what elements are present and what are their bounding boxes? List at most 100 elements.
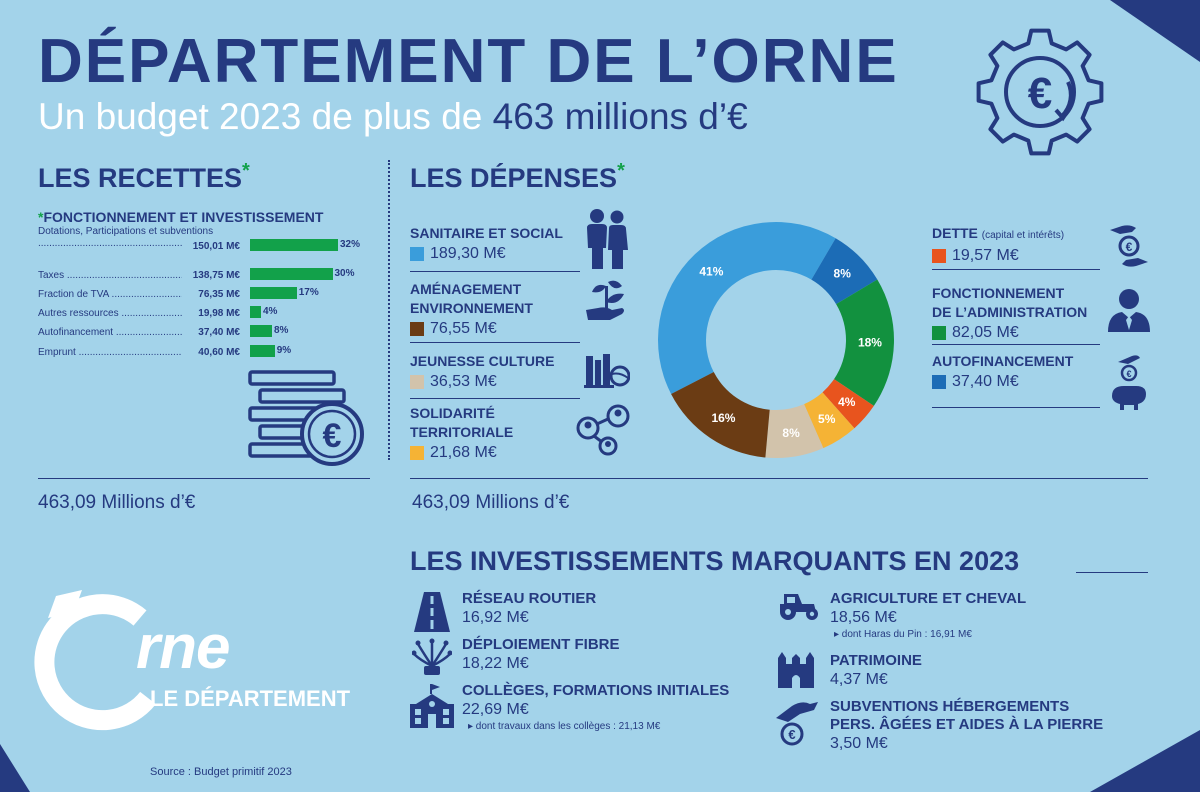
legend-divider — [410, 271, 580, 272]
administrator-icon — [1108, 289, 1150, 332]
depenses-label-line2: ENVIRONNEMENT — [410, 300, 533, 316]
hand-coin-icon: € — [776, 702, 818, 746]
investissement-item: AGRICULTURE ET CHEVAL 18,56 M€ ▸ dont Hara… — [830, 590, 1026, 640]
investissement-amount: 18,56 M€ — [830, 609, 897, 626]
recettes-percent: 9% — [276, 345, 292, 356]
castle-icon — [778, 652, 814, 688]
svg-text:€: € — [788, 727, 795, 742]
investissement-amount: 22,69 M€ — [462, 701, 529, 718]
donut-slice-label: 8% — [834, 266, 852, 280]
depenses-amount: 189,30 M€ — [430, 245, 506, 262]
recettes-category: Dotations, Participations et subventions — [38, 226, 236, 252]
depenses-legend-item: FONCTIONNEMENT DE L’ADMINISTRATION 82,05 M… — [932, 284, 1112, 342]
depenses-donut-chart: 41% 8% 18% 4%5% 8% 16% — [658, 221, 894, 458]
recettes-row: Dotations, Participations et subventions… — [38, 226, 378, 254]
depenses-legend-item: SANITAIRE ET SOCIAL 189,30 M€ — [410, 224, 582, 263]
svg-text:€: € — [1126, 240, 1133, 254]
recettes-amount: 40,60 M€ — [182, 347, 240, 358]
depenses-separator — [410, 478, 1148, 479]
depenses-label-line2: TERRITORIALE — [410, 424, 514, 440]
svg-text:€: € — [1028, 69, 1052, 118]
investissement-note: ▸ dont travaux dans les collèges : 21,13… — [468, 721, 661, 732]
recettes-row: Fraction de TVA76,35 M€ 17% — [38, 284, 378, 302]
section-divider — [388, 160, 390, 460]
recettes-bar — [250, 239, 338, 251]
legend-divider — [932, 344, 1100, 345]
depenses-amount-row: 82,05 M€ — [932, 324, 1112, 342]
coins-euro-icon: € — [248, 370, 364, 466]
svg-text:€: € — [1126, 369, 1131, 379]
donut-slice — [811, 238, 878, 305]
depenses-label: SANITAIRE ET SOCIAL — [410, 225, 563, 241]
legend-divider — [932, 269, 1100, 270]
legend-swatch — [932, 375, 946, 389]
investissement-title-line2: PERS. ÂGÉES ET AIDES À LA PIERRE — [830, 716, 1104, 733]
recettes-percent: 32% — [340, 239, 361, 250]
school-icon — [410, 684, 454, 728]
depenses-amount-row: 76,55 M€ — [410, 320, 582, 338]
investissement-item: COLLÈGES, FORMATIONS INITIALES 22,69 M€ ▸ … — [462, 682, 729, 732]
legend-swatch — [410, 375, 424, 389]
donut-slice — [765, 404, 824, 458]
depenses-legend-item: AMÉNAGEMENT ENVIRONNEMENT 76,55 M€ — [410, 280, 582, 338]
recettes-category: Autofinancement — [38, 327, 236, 338]
donut-slice — [822, 379, 874, 429]
investissement-item: DÉPLOIEMENT FIBRE 18,22 M€ — [462, 636, 620, 673]
recettes-category: Fraction de TVA — [38, 289, 236, 300]
depenses-amount: 21,68 M€ — [430, 444, 497, 461]
recettes-separator — [38, 478, 370, 479]
investissement-title: DÉPLOIEMENT FIBRE — [462, 636, 620, 653]
depenses-amount: 19,57 M€ — [952, 247, 1019, 264]
depenses-amount-row: 21,68 M€ — [410, 444, 582, 462]
investissement-amount: 18,22 M€ — [462, 655, 529, 672]
depenses-amount-row: 19,57 M€ — [932, 247, 1112, 265]
donut-slice-label: 8% — [782, 426, 800, 440]
recettes-amount: 19,98 M€ — [182, 308, 240, 319]
investissement-title: SUBVENTIONS HÉBERGEMENTS — [830, 698, 1070, 715]
orne-logo-mark — [34, 590, 156, 731]
main-title: DÉPARTEMENT DE L’ORNE — [38, 27, 899, 96]
donut-slice-label: 5% — [818, 412, 836, 426]
depenses-label: JEUNESSE CULTURE — [410, 353, 555, 369]
recettes-amount: 76,35 M€ — [182, 289, 240, 300]
legend-swatch — [932, 326, 946, 340]
recettes-bar — [250, 345, 275, 357]
recettes-row: Taxes138,75 M€ 30% — [38, 265, 378, 283]
subtitle-highlight: 463 millions d’€ — [492, 96, 748, 137]
depenses-heading: LES DÉPENSES* — [410, 160, 625, 193]
depenses-label-text: FONCTIONNEMENT — [932, 285, 1065, 301]
recettes-note: *FONCTIONNEMENT ET INVESTISSEMENT — [38, 209, 324, 225]
recettes-total: 463,09 Millions d’€ — [38, 492, 196, 513]
legend-divider — [410, 398, 580, 399]
depenses-amount: 82,05 M€ — [952, 324, 1019, 341]
depenses-label-text: AUTOFINANCEMENT — [932, 353, 1074, 369]
corner-decoration-bottom-left — [0, 744, 30, 792]
recettes-percent: 30% — [334, 268, 355, 279]
recettes-category: Taxes — [38, 270, 236, 281]
depenses-amount-row: 37,40 M€ — [932, 373, 1112, 391]
depenses-amount: 37,40 M€ — [952, 373, 1019, 390]
donut-slice — [671, 372, 770, 458]
depenses-star: * — [617, 160, 625, 182]
recettes-bar — [250, 306, 261, 318]
depenses-label-text: DETTE — [932, 225, 978, 241]
depenses-legend-item: DETTE (capital et intérêts) 19,57 M€ — [932, 224, 1112, 265]
recettes-percent: 17% — [298, 287, 319, 298]
recettes-bar — [250, 287, 297, 299]
donut-slice-label: 16% — [711, 411, 735, 425]
depenses-label: SOLIDARITÉ — [410, 405, 495, 421]
recettes-amount: 37,40 M€ — [182, 327, 240, 338]
investissement-item: PATRIMOINE 4,37 M€ — [830, 652, 922, 689]
recettes-amount: 138,75 M€ — [182, 270, 240, 281]
recettes-row: Emprunt40,60 M€ 9% — [38, 342, 378, 360]
legend-swatch — [410, 446, 424, 460]
depenses-label-line2: DE L’ADMINISTRATION — [932, 304, 1088, 320]
investissement-amount: 16,92 M€ — [462, 609, 529, 626]
books-icon — [584, 354, 630, 388]
road-icon — [414, 592, 450, 632]
source-note: Source : Budget primitif 2023 — [150, 766, 292, 778]
investissement-item: RÉSEAU ROUTIER 16,92 M€ — [462, 590, 596, 627]
donut-slice — [804, 392, 855, 449]
depenses-amount: 76,55 M€ — [430, 320, 497, 337]
subtitle: Un budget 2023 de plus de 463 millions d… — [38, 96, 748, 138]
